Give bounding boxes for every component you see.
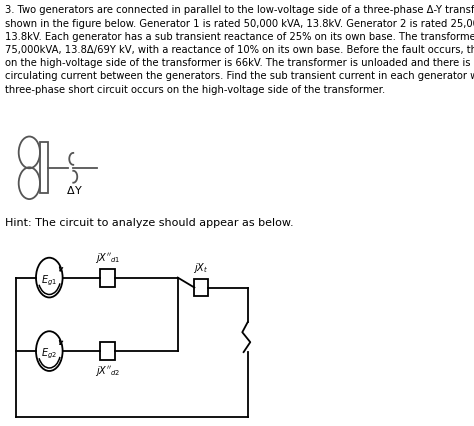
Text: $jX''_{d2}$: $jX''_{d2}$ [94, 364, 120, 378]
Text: Y: Y [75, 186, 82, 196]
Bar [100, 342, 115, 360]
Bar [194, 279, 208, 296]
Text: $E_{g1}$: $E_{g1}$ [41, 273, 57, 288]
Text: $jX_t$: $jX_t$ [193, 261, 209, 275]
Text: Hint: The circuit to analyze should appear as below.: Hint: The circuit to analyze should appe… [5, 218, 294, 228]
Bar [100, 269, 115, 287]
Text: $E_{g2}$: $E_{g2}$ [41, 347, 57, 361]
Text: $jX''_{d1}$: $jX''_{d1}$ [94, 250, 120, 265]
Bar [40, 142, 48, 193]
Text: 3. Two generators are connected in parallel to the low-voltage side of a three-p: 3. Two generators are connected in paral… [5, 6, 474, 95]
Text: Δ: Δ [67, 186, 74, 196]
